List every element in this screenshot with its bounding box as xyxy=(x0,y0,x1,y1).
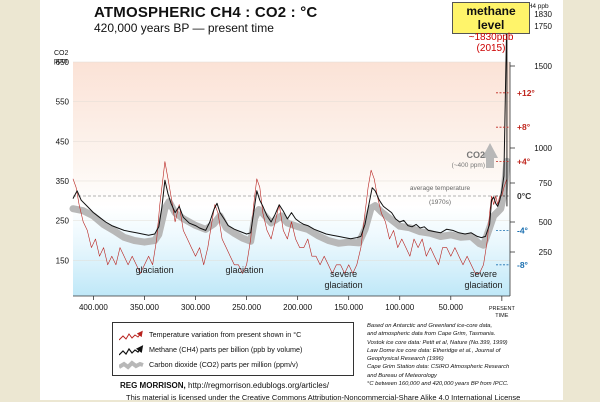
average-temperature-label: average temperature xyxy=(410,185,471,192)
methane-level-title: methane level xyxy=(466,4,516,32)
temp-tick-label: -8° xyxy=(517,260,529,270)
legend-item-temperature: Temperature variation from present shown… xyxy=(149,330,302,339)
glaciation-label: severe xyxy=(330,269,357,279)
legend: Temperature variation from present shown… xyxy=(112,322,354,376)
gridlines xyxy=(73,61,510,261)
x-tick-label: 400.000 xyxy=(79,303,108,312)
glaciation-label: glaciation xyxy=(136,265,174,275)
chart-sheet: average temperature (1970s) CO2 (~400 ppm) g… xyxy=(40,0,563,402)
credit-url[interactable]: http://regmorrison.edublogs.org/articles… xyxy=(188,381,329,390)
temp-tick-label: +8° xyxy=(517,122,531,132)
ch4-tick-label: 1830 xyxy=(534,10,552,19)
source-line: Based on Antarctic and Greenland ice-cor… xyxy=(367,323,493,329)
y-tick-label: 250 xyxy=(56,217,70,226)
y-tick-label: 150 xyxy=(56,256,70,265)
y-axis-label: CO2 xyxy=(54,50,69,57)
x-tick-label: 300.000 xyxy=(181,303,210,312)
credit-line: REG MORRISON, http://regmorrison.edublog… xyxy=(120,381,329,390)
source-line: Cape Grim Station data: CSIRO Atmospheri… xyxy=(367,364,510,371)
x-tick-label: 150.000 xyxy=(334,303,363,312)
temp-tick-label: 0°C xyxy=(517,191,531,201)
x-tick-label: 350.000 xyxy=(130,303,159,312)
y-axis-unit: ppm xyxy=(54,58,68,65)
methane-legend-icon xyxy=(118,344,145,362)
glaciation-label: glaciation xyxy=(464,280,502,290)
methane-level-box: methane level ~1830ppb (2015) xyxy=(452,2,530,54)
source-line: Geophysical Research (1996) xyxy=(367,356,444,363)
source-line: and Bureau of Meteorology xyxy=(367,372,437,379)
temperature-line xyxy=(72,161,508,274)
legend-item-methane: Methane (CH4) parts per billion (ppb by … xyxy=(149,345,303,354)
x-tick-label: 250.000 xyxy=(232,303,261,312)
annotations: average temperature (1970s) CO2 (~400 ppm) g… xyxy=(136,34,508,290)
present-label: TIME xyxy=(495,313,508,319)
source-line: Vostok ice core data: Petit et al, Natur… xyxy=(367,339,508,346)
ch4-tick-label: 1500 xyxy=(534,62,552,71)
chart-subtitle: 420,000 years BP — present time xyxy=(94,21,274,35)
glaciation-label: glaciation xyxy=(226,265,264,275)
plot-background xyxy=(73,62,510,296)
source-line: Law Dome ice core data: Etheridge et al.… xyxy=(367,347,501,354)
temp-tick-label: -4° xyxy=(517,225,529,235)
methane-series xyxy=(72,13,508,240)
ch4-tick-label: 1750 xyxy=(534,22,552,31)
sources-text: Based on Antarctic and Greenland ice-cor… xyxy=(367,322,557,388)
x-tick-label: 200.000 xyxy=(283,303,312,312)
temperature-legend-icon xyxy=(118,329,145,347)
temp-tick-label: +4° xyxy=(517,157,531,167)
ch4-axis-label: CH4 ppb xyxy=(523,3,549,10)
source-line: °C between 160,000 and 420,000 years BP … xyxy=(367,381,509,388)
present-label: PRESENT xyxy=(489,306,516,312)
legend-item-co2: Carbon dioxide (CO2) parts per million (… xyxy=(149,360,298,369)
y-tick-label: 550 xyxy=(56,98,70,107)
x-tick-label: 50.000 xyxy=(439,303,464,312)
license-text: This material is licensed under the Crea… xyxy=(126,393,521,402)
temperature-series xyxy=(72,161,508,274)
temp-tick-label: +12° xyxy=(517,88,535,98)
y-tick-label: 650 xyxy=(56,58,70,67)
y-tick-label: 450 xyxy=(56,137,70,146)
chart-canvas: average temperature (1970s) CO2 (~400 ppm) g… xyxy=(54,3,553,319)
ch4-tick-label: 1000 xyxy=(534,144,552,153)
glaciation-label: glaciation xyxy=(325,280,363,290)
chart-title: ATMOSPHERIC CH4 : CO2 : °C xyxy=(94,4,318,21)
ch4-tick-label: 750 xyxy=(539,179,553,188)
glaciation-label: severe xyxy=(470,269,497,279)
co2-legend-icon xyxy=(117,358,145,376)
ch4-tick-label: 250 xyxy=(539,248,553,257)
methane-level-value: ~1830ppb (2015) xyxy=(468,32,514,54)
y-tick-label: 350 xyxy=(56,177,70,186)
co2-now-value: (~400 ppm) xyxy=(452,162,485,169)
co2-now-label: CO2 xyxy=(466,150,485,160)
methane-line xyxy=(72,13,508,240)
credit-author: REG MORRISON, xyxy=(120,381,186,390)
co2-arrow xyxy=(482,143,498,168)
x-tick-label: 100.000 xyxy=(385,303,414,312)
source-line: and atmospheric data from Cape Grim, Tas… xyxy=(367,331,496,338)
ch4-tick-label: 500 xyxy=(539,218,553,227)
average-temperature-year: (1970s) xyxy=(429,199,451,206)
